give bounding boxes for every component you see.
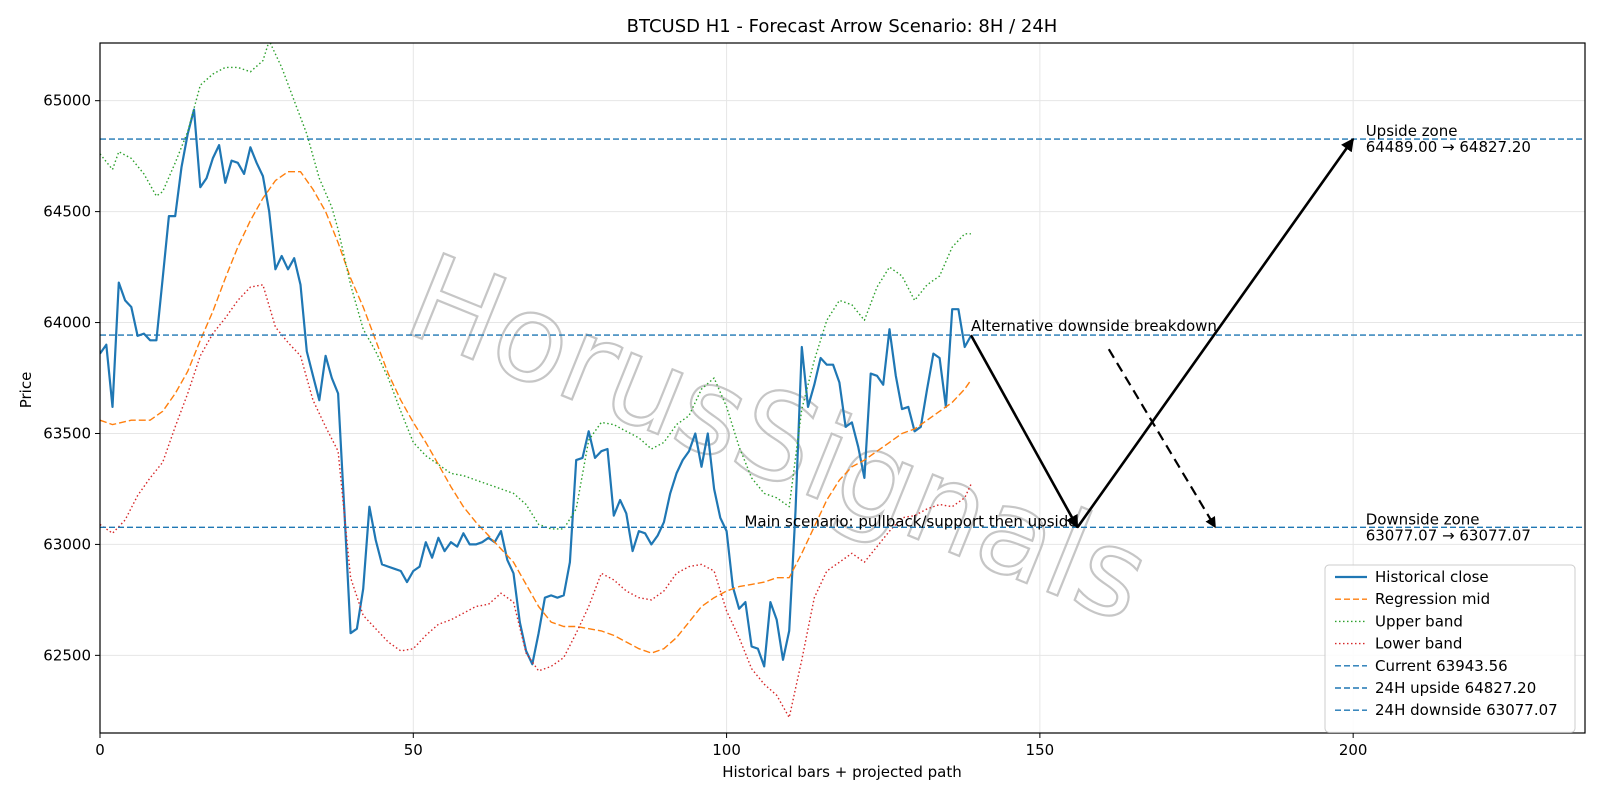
legend-label-3: Lower band [1375,635,1462,653]
y-tick-label: 63500 [43,424,91,442]
annotation-downzone1: Downside zone [1366,510,1480,528]
x-tick-label: 150 [1026,741,1055,759]
grid-lines [99,43,1585,733]
y-tick-label: 64500 [43,203,91,221]
legend: Historical close Regression mid Upper band… [1324,564,1576,733]
x-axis-title: Historical bars + projected path [722,763,962,781]
forecast-arrow-1 [1076,137,1355,529]
y-axis-title: Price [17,372,35,409]
series-line-0 [100,108,972,668]
x-tick-label: 0 [95,741,105,759]
forecast-arrows [969,137,1355,529]
chart-title: BTCUSD H1 - Forecast Arrow Scenario: 8H … [627,16,1058,37]
legend-label-4: Current 63943.56 [1375,657,1508,675]
annotation-main: Main scenario: pullback/support then ups… [744,512,1077,530]
annotation-upzone2: 64489.00 → 64827.20 [1366,138,1531,156]
series-lines [100,43,972,719]
y-tick-label: 62500 [43,646,91,664]
x-tick-label: 100 [712,741,741,759]
series-line-1 [100,171,972,654]
x-tick-label: 200 [1339,741,1368,759]
annotation-upzone1: Upside zone [1366,122,1458,140]
legend-label-0: Historical close [1375,568,1489,586]
annotation-downzone2: 63077.07 → 63077.07 [1366,526,1531,544]
reference-lines [100,138,1585,529]
y-tick-label: 63000 [43,535,91,553]
legend-label-2: Upper band [1375,612,1463,630]
x-tick-label: 50 [404,741,423,759]
legend-label-1: Regression mid [1375,590,1490,608]
y-tick-label: 64000 [43,314,91,332]
legend-box [1324,564,1576,733]
y-tick-label: 65000 [43,92,91,110]
legend-label-5: 24H upside 64827.20 [1375,679,1536,697]
plot-frame [99,42,1586,734]
x-axis-ticks: 0 50 100 150 200 [95,733,1367,759]
forecast-arrow-0 [969,334,1079,529]
series-line-2 [100,43,971,530]
annotation-alt: Alternative downside breakdown [971,317,1217,335]
y-axis-ticks: 62500 63000 63500 64000 64500 65000 [43,92,100,664]
forecast-arrow-2 [1107,348,1217,529]
legend-label-6: 24H downside 63077.07 [1375,701,1558,719]
annotations: Alternative downside breakdown Main scena… [744,122,1530,544]
